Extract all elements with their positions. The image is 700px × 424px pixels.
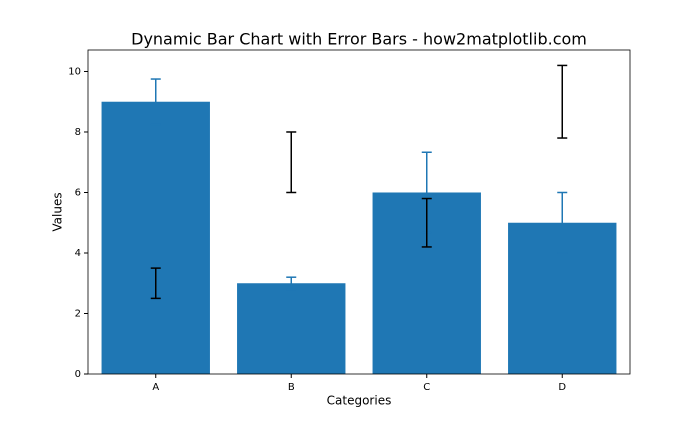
error-bar	[557, 191, 568, 254]
extra-error-bar	[557, 64, 568, 139]
y-tick-label: 0	[75, 369, 81, 380]
y-tick-label: 2	[75, 308, 81, 319]
extra-error-bar	[286, 131, 297, 194]
plot-frame	[87, 49, 631, 375]
y-tick-label: 4	[75, 248, 81, 259]
y-tick-label: 8	[75, 127, 81, 138]
y-tick-label: 6	[75, 187, 81, 198]
extra-error-bar	[421, 197, 432, 248]
x-tick-label: D	[558, 382, 566, 393]
x-tick-label: A	[152, 382, 159, 393]
error-bar	[150, 78, 161, 126]
bar	[237, 283, 346, 374]
bar	[101, 101, 210, 375]
y-axis-label: Values	[51, 192, 65, 231]
x-axis-label: Categories	[327, 394, 392, 408]
y-tick-label: 10	[68, 66, 81, 77]
x-tick-label: C	[423, 382, 430, 393]
x-tick-label: B	[288, 382, 295, 393]
extra-error-bar	[150, 267, 161, 300]
error-bar	[286, 276, 297, 291]
chart-title: Dynamic Bar Chart with Error Bars - how2…	[131, 30, 587, 49]
